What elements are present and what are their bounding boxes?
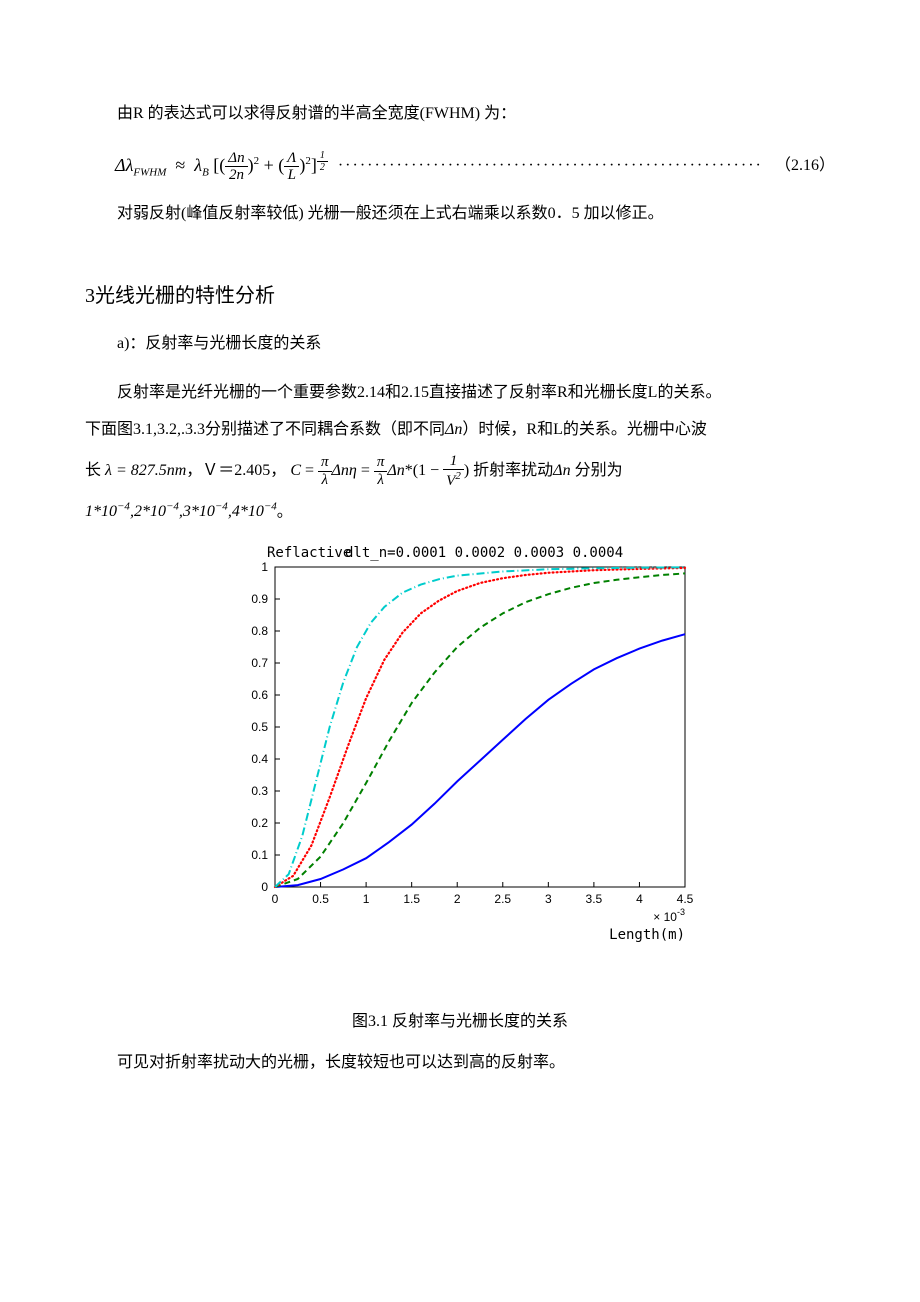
svg-text:1.5: 1.5 — [403, 892, 420, 906]
svg-text:0.4: 0.4 — [251, 752, 268, 766]
paragraph-6: 1*10−4,2*10−4,3*10−4,4*10−4。 — [85, 498, 835, 527]
svg-text:Length(m): Length(m) — [609, 927, 685, 943]
paragraph-3: a)：反射率与光栅长度的关系 — [85, 330, 835, 359]
eq-formula: ΔλFWHM ≈ λB [(Δn2n)2 + (ΛL)2]12 — [85, 149, 328, 184]
chart-svg: 0 0.1 0.2 0.3 0.4 0.5 0.6 0.7 0.8 0.9 1 0 0.5 1 1.5 2 2.… — [220, 537, 700, 957]
svg-text:0.8: 0.8 — [251, 624, 268, 638]
svg-text:0: 0 — [261, 880, 268, 894]
paragraph-1: 由R 的表达式可以求得反射谱的半高全宽度(FWHM) 为： — [85, 100, 835, 129]
paragraph-2: 对弱反射(峰值反射率较低) 光栅一般还须在上式右端乘以系数0．5 加以修正。 — [85, 200, 835, 229]
paragraph-7: 可见对折射率扰动大的光栅，长度较短也可以达到高的反射率。 — [85, 1049, 835, 1078]
figure-caption: 图3.1 反射率与光栅长度的关系 — [85, 1008, 835, 1037]
svg-text:Reflactive: Reflactive — [267, 545, 351, 561]
svg-text:dlt_n=0.0001 0.0002 0.0003: dlt_n=0.0001 0.0002 0.0003 0.0004 — [345, 545, 623, 561]
svg-text:0.5: 0.5 — [251, 720, 268, 734]
paragraph-4b: 下面图3.1,3.2,.3.3分别描述了不同耦合系数（即不同Δn）时候，R和L的… — [85, 416, 835, 445]
svg-text:0.9: 0.9 — [251, 592, 268, 606]
svg-text:0.1: 0.1 — [251, 848, 268, 862]
svg-text:1: 1 — [363, 892, 370, 906]
eq-number: （2.16） — [775, 152, 835, 181]
paragraph-5: 长 λ = 827.5nm，Ｖ＝2.405， C = πλΔnη = πλΔn*… — [85, 453, 835, 490]
svg-text:0.3: 0.3 — [251, 784, 268, 798]
paragraph-4: 反射率是光纤光栅的一个重要参数2.14和2.15直接描述了反射率R和光栅长度L的… — [85, 379, 835, 408]
svg-text:0.5: 0.5 — [312, 892, 329, 906]
svg-text:0: 0 — [272, 892, 279, 906]
svg-text:2.5: 2.5 — [494, 892, 511, 906]
svg-text:0.7: 0.7 — [251, 656, 268, 670]
svg-text:3: 3 — [545, 892, 552, 906]
svg-text:4.5: 4.5 — [677, 892, 694, 906]
figure-3-1: 0 0.1 0.2 0.3 0.4 0.5 0.6 0.7 0.8 0.9 1 0 0.5 1 1.5 2 2.… — [85, 537, 835, 968]
svg-text:0.2: 0.2 — [251, 816, 268, 830]
svg-text:2: 2 — [454, 892, 461, 906]
svg-text:4: 4 — [636, 892, 643, 906]
svg-text:1: 1 — [261, 560, 268, 574]
eq-dots: ········································… — [328, 152, 775, 181]
svg-text:0.6: 0.6 — [251, 688, 268, 702]
section-3-title: 3光线光栅的特性分析 — [85, 278, 835, 314]
svg-text:3.5: 3.5 — [586, 892, 603, 906]
svg-text:× 10-3: × 10-3 — [653, 907, 685, 924]
equation-2-16: ΔλFWHM ≈ λB [(Δn2n)2 + (ΛL)2]12 ········… — [85, 149, 835, 184]
